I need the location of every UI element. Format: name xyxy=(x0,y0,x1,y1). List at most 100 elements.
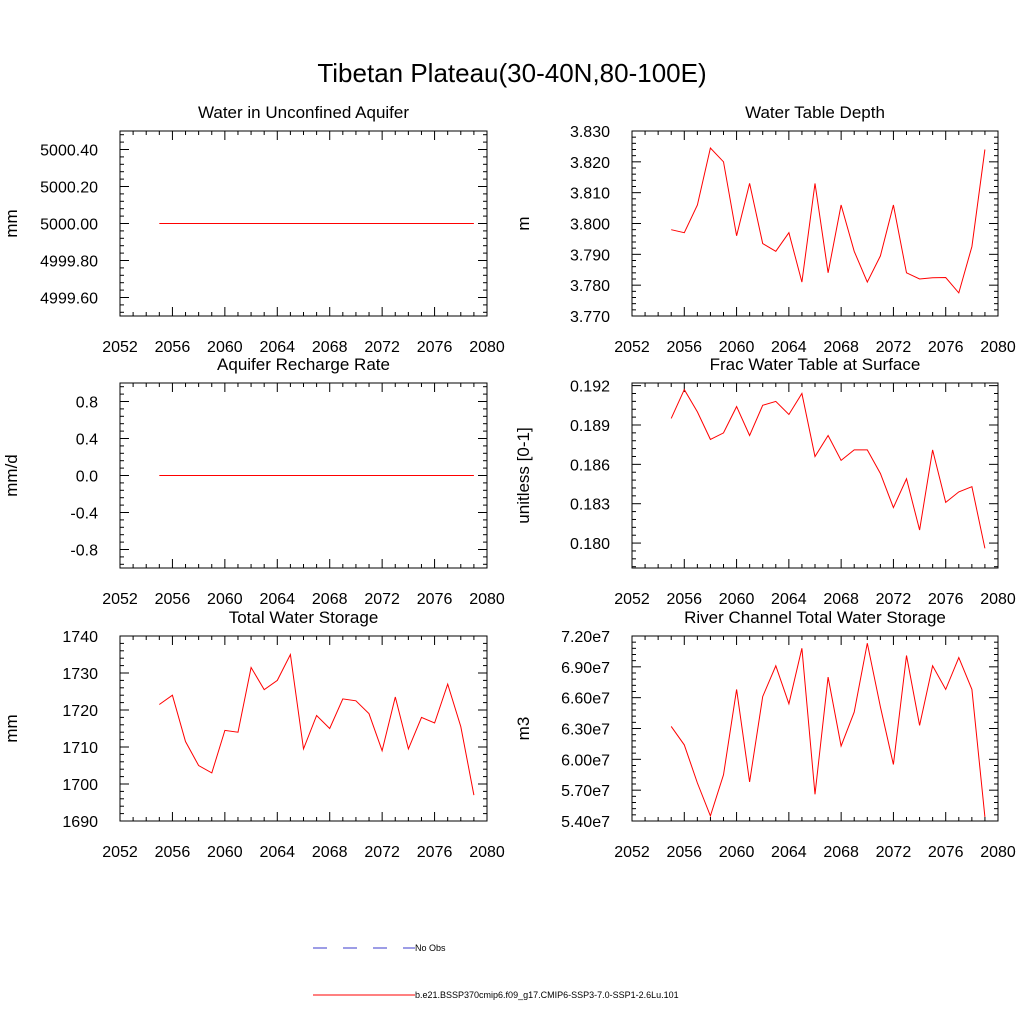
chart-2-ytick-label: 3.800 xyxy=(570,217,610,234)
chart-5-series-line xyxy=(159,652,475,796)
chart-4-ytick-label: 0.180 xyxy=(570,536,610,553)
chart-6-series-line xyxy=(670,643,986,818)
chart-2-ytick-label: 3.770 xyxy=(570,309,610,326)
chart-5-title: Total Water Storage xyxy=(229,608,379,627)
chart-6-xtick-label: 2064 xyxy=(771,844,807,861)
chart-2-title: Water Table Depth xyxy=(745,103,885,122)
chart-4-frame xyxy=(631,382,999,569)
chart-2-ytick-label: 3.820 xyxy=(570,155,610,172)
chart-4-xtick-label: 2052 xyxy=(614,591,650,608)
chart-1-xtick-label: 2052 xyxy=(102,339,138,356)
chart-5-ytick-label: 1710 xyxy=(62,740,98,757)
chart-2-xtick-label: 2052 xyxy=(614,339,650,356)
chart-1-xtick-label: 2056 xyxy=(155,339,191,356)
chart-3-ytick-label: 0.4 xyxy=(76,432,98,449)
figure-title: Tibetan Plateau(30-40N,80-100E) xyxy=(317,58,706,88)
chart-2-xtick-label: 2076 xyxy=(928,339,964,356)
chart-1-ytick-label: 5000.20 xyxy=(40,180,98,197)
chart-1-ylabel: mm xyxy=(2,209,21,237)
chart-1-panel: Water in Unconfined Aquifer mm 2052 2056 206… xyxy=(2,103,505,356)
legend: No Obs b.e21.BSSP370cmip6.f09_g17.CMIP6-… xyxy=(313,943,679,1000)
chart-6-ytick-label: 6.60e7 xyxy=(561,691,610,708)
chart-5-xtick-label: 2060 xyxy=(207,844,243,861)
chart-1-xtick-label: 2072 xyxy=(364,339,400,356)
chart-3-ylabel: mm/d xyxy=(2,454,21,497)
chart-4-ylabel: unitless [0-1] xyxy=(514,427,533,523)
chart-6-title: River Channel Total Water Storage xyxy=(684,608,946,627)
chart-5-ytick-label: 1720 xyxy=(62,703,98,720)
chart-1-xtick-label: 2076 xyxy=(417,339,453,356)
chart-4-xtick-label: 2060 xyxy=(719,591,755,608)
chart-3-ytick-label: -0.8 xyxy=(70,543,98,560)
chart-6-ylabel: m3 xyxy=(514,717,533,741)
chart-4-xtick-label: 2072 xyxy=(876,591,912,608)
chart-3-xtick-label: 2072 xyxy=(364,591,400,608)
chart-4-xtick-label: 2080 xyxy=(980,591,1016,608)
chart-1-ytick-label: 4999.60 xyxy=(40,291,98,308)
chart-5-ytick-label: 1740 xyxy=(62,629,98,646)
chart-6-xtick-label: 2060 xyxy=(719,844,755,861)
chart-3-xtick-label: 2060 xyxy=(207,591,243,608)
chart-6-xtick-label: 2076 xyxy=(928,844,964,861)
chart-2-xtick-label: 2072 xyxy=(876,339,912,356)
chart-5-xtick-label: 2052 xyxy=(102,844,138,861)
chart-2-xtick-label: 2080 xyxy=(980,339,1016,356)
chart-1-xtick-label: 2080 xyxy=(469,339,505,356)
chart-4-ytick-label: 0.192 xyxy=(570,379,610,396)
chart-5-xtick-label: 2080 xyxy=(469,844,505,861)
chart-5-xtick-label: 2068 xyxy=(312,844,348,861)
chart-3-panel: Aquifer Recharge Rate mm/d 2052 2056 2060 206… xyxy=(2,355,505,608)
chart-6-xtick-label: 2072 xyxy=(876,844,912,861)
chart-6-ytick-label: 7.20e7 xyxy=(561,629,610,646)
chart-3-ytick-label: 0.0 xyxy=(76,469,98,486)
chart-3-xtick-label: 2068 xyxy=(312,591,348,608)
chart-6-xtick-label: 2068 xyxy=(823,844,859,861)
chart-2-xtick-label: 2060 xyxy=(719,339,755,356)
chart-1-xtick-label: 2068 xyxy=(312,339,348,356)
chart-2-panel: Water Table Depth m 2052 2056 2060 2064 2068 20… xyxy=(514,103,1016,356)
chart-3-xtick-label: 2076 xyxy=(417,591,453,608)
chart-4-xtick-label: 2056 xyxy=(666,591,702,608)
chart-6-ytick-label: 6.30e7 xyxy=(561,722,610,739)
chart-1-title: Water in Unconfined Aquifer xyxy=(198,103,409,122)
chart-2-xtick-label: 2056 xyxy=(666,339,702,356)
chart-3-xtick-label: 2052 xyxy=(102,591,138,608)
legend-label-model-run: b.e21.BSSP370cmip6.f09_g17.CMIP6-SSP3-7.… xyxy=(415,990,679,1000)
chart-5-ylabel: mm xyxy=(2,714,21,742)
legend-label-no-obs: No Obs xyxy=(415,943,446,953)
chart-6-ytick-label: 5.70e7 xyxy=(561,783,610,800)
chart-6-panel: River Channel Total Water Storage m3 2052 2… xyxy=(514,608,1016,861)
chart-2-series-line xyxy=(671,146,986,294)
chart-4-series-line xyxy=(670,388,986,549)
chart-4-panel: Frac Water Table at Surface unitless [0-1… xyxy=(514,355,1016,608)
chart-6-xtick-label: 2052 xyxy=(614,844,650,861)
chart-5-ytick-label: 1730 xyxy=(62,666,98,683)
chart-1-xtick-label: 2064 xyxy=(259,339,295,356)
chart-2-ylabel: m xyxy=(514,216,533,230)
chart-4-ytick-label: 0.183 xyxy=(570,497,610,514)
chart-5-panel: Total Water Storage mm 2052 2056 2060 2064 206… xyxy=(2,608,505,861)
chart-5-xtick-label: 2072 xyxy=(364,844,400,861)
chart-3-xtick-label: 2064 xyxy=(259,591,295,608)
chart-4-ytick-label: 0.189 xyxy=(570,418,610,435)
chart-2-ytick-label: 3.790 xyxy=(570,247,610,264)
chart-1-ytick-label: 4999.80 xyxy=(40,254,98,271)
chart-3-ytick-label: -0.4 xyxy=(70,506,98,523)
chart-4-title: Frac Water Table at Surface xyxy=(710,355,921,374)
chart-5-xtick-label: 2056 xyxy=(155,844,191,861)
chart-1-ytick-label: 5000.00 xyxy=(40,217,98,234)
chart-4-ytick-label: 0.186 xyxy=(570,457,610,474)
chart-6-xtick-label: 2080 xyxy=(980,844,1016,861)
chart-2-frame xyxy=(631,130,999,317)
chart-2-ytick-label: 3.780 xyxy=(570,278,610,295)
chart-1-ytick-label: 5000.40 xyxy=(40,143,98,160)
chart-6-ytick-label: 6.90e7 xyxy=(561,660,610,677)
chart-3-xtick-label: 2056 xyxy=(155,591,191,608)
chart-5-xtick-label: 2064 xyxy=(259,844,295,861)
chart-5-frame xyxy=(119,635,488,822)
chart-2-xtick-label: 2068 xyxy=(823,339,859,356)
chart-3-title: Aquifer Recharge Rate xyxy=(217,355,390,374)
chart-2-ytick-label: 3.810 xyxy=(570,186,610,203)
chart-6-ytick-label: 5.40e7 xyxy=(561,814,610,831)
